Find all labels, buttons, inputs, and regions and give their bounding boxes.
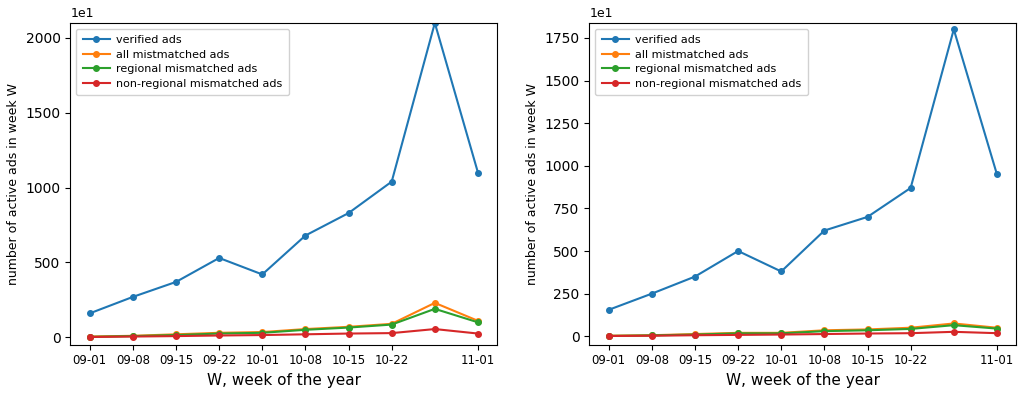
- all mistmatched ads: [646, 333, 658, 338]
- verified ads: [84, 311, 96, 316]
- regional mismatched ads: [299, 327, 311, 332]
- Line: non-regional mismatched ads: non-regional mismatched ads: [87, 326, 480, 340]
- verified ads: [256, 272, 268, 277]
- regional mismatched ads: [170, 333, 182, 337]
- non-regional mismatched ads: [342, 331, 354, 336]
- Line: regional mismatched ads: regional mismatched ads: [606, 322, 999, 339]
- all mistmatched ads: [386, 322, 398, 326]
- Legend: verified ads, all mistmatched ads, regional mismatched ads, non-regional mismatc: verified ads, all mistmatched ads, regio…: [76, 28, 289, 95]
- verified ads: [991, 172, 1004, 177]
- Line: regional mismatched ads: regional mismatched ads: [87, 306, 480, 340]
- verified ads: [646, 291, 658, 296]
- verified ads: [602, 307, 614, 312]
- all mistmatched ads: [904, 325, 916, 330]
- verified ads: [861, 214, 873, 219]
- all mistmatched ads: [689, 332, 701, 337]
- non-regional mismatched ads: [904, 331, 916, 336]
- regional mismatched ads: [689, 332, 701, 337]
- regional mismatched ads: [429, 307, 441, 311]
- Y-axis label: number of active ads in week W: number of active ads in week W: [526, 83, 539, 285]
- verified ads: [947, 27, 959, 32]
- verified ads: [386, 179, 398, 184]
- all mistmatched ads: [342, 324, 354, 329]
- all mistmatched ads: [170, 332, 182, 337]
- non-regional mismatched ads: [818, 332, 830, 337]
- all mistmatched ads: [84, 334, 96, 339]
- non-regional mismatched ads: [429, 327, 441, 331]
- non-regional mismatched ads: [256, 333, 268, 337]
- verified ads: [170, 280, 182, 284]
- X-axis label: W, week of the year: W, week of the year: [726, 373, 880, 388]
- verified ads: [429, 21, 441, 25]
- non-regional mismatched ads: [947, 329, 959, 334]
- non-regional mismatched ads: [170, 334, 182, 339]
- all mistmatched ads: [256, 330, 268, 335]
- non-regional mismatched ads: [602, 334, 614, 339]
- non-regional mismatched ads: [689, 333, 701, 338]
- all mistmatched ads: [602, 333, 614, 338]
- regional mismatched ads: [947, 323, 959, 327]
- non-regional mismatched ads: [472, 331, 484, 336]
- regional mismatched ads: [646, 333, 658, 338]
- all mistmatched ads: [947, 321, 959, 326]
- verified ads: [818, 228, 830, 233]
- verified ads: [732, 248, 744, 253]
- regional mismatched ads: [818, 329, 830, 333]
- regional mismatched ads: [342, 325, 354, 330]
- non-regional mismatched ads: [646, 333, 658, 338]
- Text: 1e1: 1e1: [71, 7, 94, 20]
- verified ads: [904, 186, 916, 190]
- non-regional mismatched ads: [213, 333, 225, 338]
- verified ads: [775, 269, 787, 274]
- verified ads: [689, 274, 701, 279]
- regional mismatched ads: [775, 331, 787, 336]
- Line: verified ads: verified ads: [606, 26, 999, 312]
- all mistmatched ads: [861, 327, 873, 332]
- verified ads: [213, 256, 225, 260]
- verified ads: [342, 211, 354, 215]
- regional mismatched ads: [602, 333, 614, 338]
- Y-axis label: number of active ads in week W: number of active ads in week W: [7, 83, 19, 285]
- non-regional mismatched ads: [84, 335, 96, 339]
- verified ads: [299, 233, 311, 238]
- regional mismatched ads: [84, 335, 96, 339]
- Legend: verified ads, all mistmatched ads, regional mismatched ads, non-regional mismatc: verified ads, all mistmatched ads, regio…: [595, 28, 808, 95]
- non-regional mismatched ads: [732, 333, 744, 337]
- regional mismatched ads: [472, 320, 484, 325]
- non-regional mismatched ads: [861, 331, 873, 336]
- Line: non-regional mismatched ads: non-regional mismatched ads: [606, 329, 999, 339]
- all mistmatched ads: [775, 331, 787, 335]
- regional mismatched ads: [861, 328, 873, 333]
- all mistmatched ads: [213, 331, 225, 335]
- Line: all mistmatched ads: all mistmatched ads: [606, 321, 999, 339]
- non-regional mismatched ads: [991, 331, 1004, 336]
- regional mismatched ads: [256, 331, 268, 335]
- Text: 1e1: 1e1: [589, 7, 612, 20]
- verified ads: [472, 170, 484, 175]
- regional mismatched ads: [732, 331, 744, 336]
- all mistmatched ads: [991, 325, 1004, 330]
- regional mismatched ads: [213, 331, 225, 336]
- Line: all mistmatched ads: all mistmatched ads: [87, 300, 480, 339]
- non-regional mismatched ads: [775, 332, 787, 337]
- regional mismatched ads: [904, 327, 916, 331]
- Line: verified ads: verified ads: [87, 20, 480, 316]
- X-axis label: W, week of the year: W, week of the year: [207, 373, 360, 388]
- regional mismatched ads: [386, 322, 398, 327]
- all mistmatched ads: [818, 328, 830, 333]
- regional mismatched ads: [127, 334, 139, 339]
- verified ads: [127, 295, 139, 299]
- all mistmatched ads: [429, 301, 441, 305]
- all mistmatched ads: [732, 331, 744, 335]
- all mistmatched ads: [299, 327, 311, 331]
- non-regional mismatched ads: [299, 332, 311, 337]
- all mistmatched ads: [472, 318, 484, 323]
- regional mismatched ads: [991, 326, 1004, 331]
- all mistmatched ads: [127, 333, 139, 338]
- non-regional mismatched ads: [386, 331, 398, 335]
- non-regional mismatched ads: [127, 334, 139, 339]
